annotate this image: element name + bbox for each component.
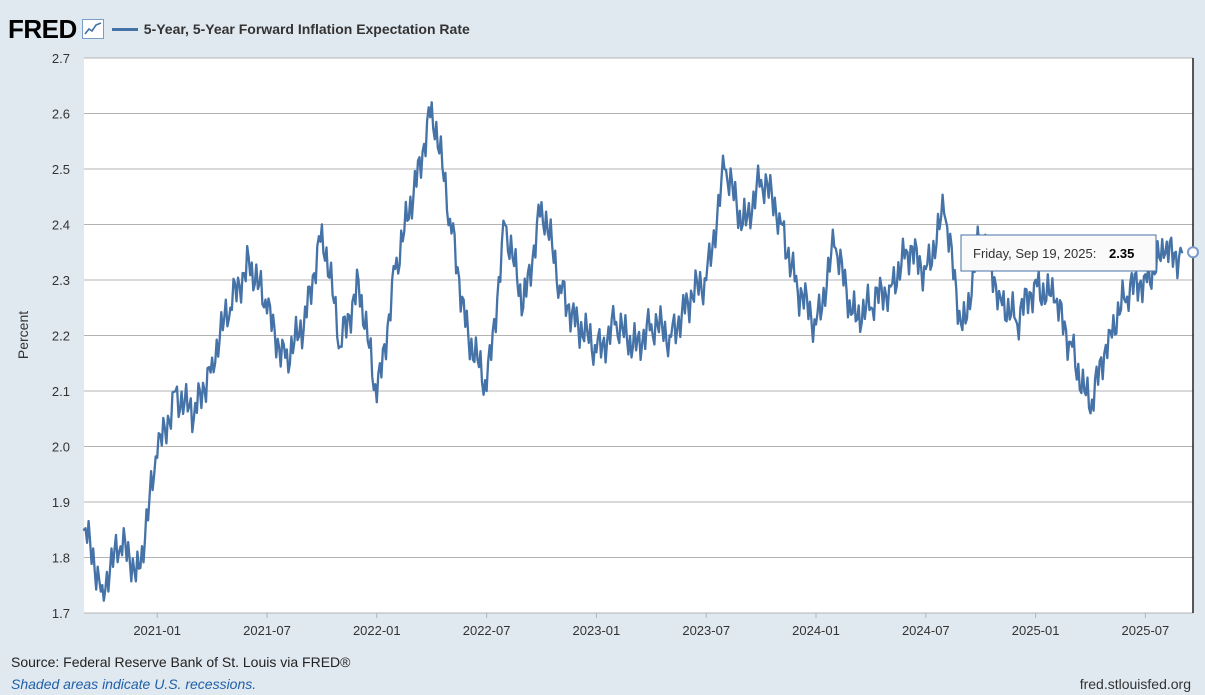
data-point[interactable]	[247, 256, 250, 259]
data-point[interactable]	[1016, 323, 1019, 326]
data-point[interactable]	[613, 323, 616, 326]
data-point[interactable]	[229, 306, 232, 309]
fred-logo[interactable]: FRED	[8, 13, 77, 44]
chart-header: FRED 5-Year, 5-Year Forward Inflation Ex…	[8, 14, 470, 44]
data-point[interactable]	[357, 278, 360, 282]
data-point[interactable]	[467, 334, 470, 337]
y-tick-label: 2.6	[52, 107, 70, 122]
data-point[interactable]	[485, 389, 488, 393]
data-point[interactable]	[1089, 412, 1092, 415]
tooltip-value: 2.35	[1109, 246, 1134, 261]
x-tick-label: 2022-07	[463, 623, 511, 638]
x-tick-label: 2022-01	[353, 623, 401, 638]
x-tick-label: 2025-01	[1012, 623, 1060, 638]
data-point[interactable]	[320, 223, 324, 226]
data-point[interactable]	[595, 350, 598, 354]
legend-series-line	[111, 27, 138, 31]
data-point[interactable]	[558, 284, 562, 287]
y-tick-label: 2.4	[52, 218, 70, 233]
data-point[interactable]	[265, 312, 269, 315]
tooltip: Friday, Sep 19, 2025: 2.35	[960, 234, 1157, 272]
data-point[interactable]	[796, 289, 799, 293]
data-point[interactable]	[448, 217, 452, 221]
x-tick-label: 2024-01	[792, 623, 840, 638]
fred-url[interactable]: fred.stlouisfed.org	[1079, 676, 1191, 692]
series-title: 5-Year, 5-Year Forward Inflation Expecta…	[143, 21, 470, 37]
data-point[interactable]	[668, 334, 671, 337]
data-point[interactable]	[869, 306, 873, 309]
y-tick-label: 1.7	[52, 606, 70, 621]
data-point[interactable]	[119, 545, 122, 548]
data-point[interactable]	[174, 389, 177, 393]
data-point[interactable]	[1034, 278, 1037, 282]
data-point[interactable]	[741, 223, 745, 226]
data-point[interactable]	[924, 267, 928, 271]
data-point[interactable]	[1052, 301, 1056, 304]
data-point[interactable]	[503, 223, 507, 226]
data-point[interactable]	[156, 456, 159, 459]
data-point[interactable]	[1180, 251, 1184, 254]
tooltip-box	[960, 234, 1157, 272]
data-point[interactable]	[1144, 273, 1147, 276]
data-point[interactable]	[1071, 345, 1074, 348]
y-tick-label: 2.5	[52, 162, 70, 177]
y-tick-label: 2.3	[52, 273, 70, 288]
data-point[interactable]	[705, 278, 708, 282]
data-point[interactable]	[393, 267, 397, 271]
data-point[interactable]	[961, 328, 964, 332]
data-point[interactable]	[210, 356, 214, 359]
data-point[interactable]	[997, 289, 1001, 293]
data-point[interactable]	[650, 323, 653, 326]
y-tick-label: 2.2	[52, 329, 70, 344]
x-tick-label: 2021-01	[133, 623, 181, 638]
data-point[interactable]	[778, 212, 781, 215]
x-tick-label: 2021-07	[243, 623, 291, 638]
data-point[interactable]	[339, 345, 342, 348]
x-tick-label: 2023-01	[573, 623, 621, 638]
data-point[interactable]	[192, 417, 196, 420]
data-point[interactable]	[631, 345, 635, 348]
y-tick-label: 1.8	[52, 551, 70, 566]
data-point[interactable]	[137, 567, 141, 570]
x-tick-label: 2023-07	[682, 623, 730, 638]
data-point[interactable]	[814, 323, 818, 326]
x-tick-label: 2024-07	[902, 623, 950, 638]
y-tick-label: 2.0	[52, 440, 70, 455]
data-point[interactable]	[522, 306, 525, 309]
data-point[interactable]	[302, 328, 305, 332]
data-point[interactable]	[576, 323, 580, 326]
data-point[interactable]	[1162, 256, 1165, 259]
data-point[interactable]	[412, 195, 415, 198]
y-tick-label: 2.7	[52, 51, 70, 66]
data-point[interactable]	[942, 212, 946, 215]
data-point[interactable]	[833, 245, 836, 248]
y-tick-label: 2.1	[52, 384, 70, 399]
data-point[interactable]	[284, 356, 287, 359]
data-point[interactable]	[430, 101, 433, 104]
data-point[interactable]	[1107, 328, 1111, 332]
data-point[interactable]	[101, 584, 104, 587]
tooltip-date: Friday, Sep 19, 2025:	[973, 246, 1096, 261]
data-point[interactable]	[723, 167, 726, 171]
data-point[interactable]	[759, 178, 763, 182]
y-tick-label: 1.9	[52, 495, 70, 510]
data-point[interactable]	[888, 284, 891, 287]
source-text: Source: Federal Reserve Bank of St. Loui…	[11, 654, 351, 670]
data-point[interactable]	[82, 528, 86, 531]
y-axis-label: Percent	[15, 311, 31, 359]
recession-note[interactable]: Shaded areas indicate U.S. recessions.	[11, 676, 257, 692]
data-point[interactable]	[906, 251, 909, 254]
data-point[interactable]	[1125, 295, 1129, 298]
x-tick-label: 2025-07	[1122, 623, 1170, 638]
data-point[interactable]	[686, 301, 690, 304]
graph-icon	[81, 19, 104, 39]
data-point[interactable]	[851, 312, 854, 315]
data-point[interactable]	[540, 201, 543, 204]
hover-point[interactable]	[1187, 246, 1199, 259]
data-point[interactable]	[375, 400, 379, 404]
